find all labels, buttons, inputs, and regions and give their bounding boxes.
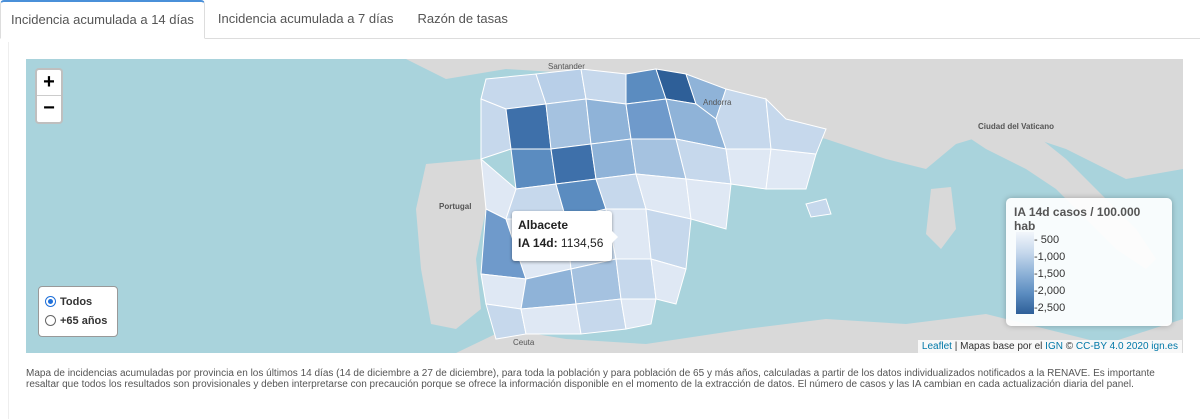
tooltip-arrow-icon <box>612 231 618 243</box>
place-andorra: Andorra <box>703 98 732 107</box>
tab-panel <box>8 42 1200 419</box>
map-legend: IA 14d casos / 100.000 hab - 500 -1,000 … <box>1006 198 1172 326</box>
land-france <box>406 59 1183 179</box>
radio-65[interactable] <box>45 315 56 326</box>
legend-tick-2500: -2,500 <box>1034 302 1066 314</box>
tooltip-value-row: IA 14d: 1134,56 <box>518 236 606 250</box>
license-link[interactable]: CC-BY 4.0 2020 ign.es <box>1075 341 1178 352</box>
filter-option-65[interactable]: +65 años <box>45 311 111 330</box>
land-portugal <box>416 159 486 329</box>
tab-incidencia-7[interactable]: Incidencia acumulada a 7 días <box>217 11 394 26</box>
tab-bar: Incidencia acumulada a 14 días Incidenci… <box>0 0 1200 39</box>
province-tooltip: Albacete IA 14d: 1134,56 <box>512 211 618 261</box>
legend-tick-1000: -1,000 <box>1034 251 1066 263</box>
choropleth-map[interactable] <box>26 59 1183 353</box>
map-attribution: Leaflet | Mapas base por el IGN © CC-BY … <box>917 340 1182 353</box>
ign-link[interactable]: IGN <box>1045 341 1063 352</box>
zoom-control: + − <box>35 68 63 124</box>
zoom-out-button[interactable]: − <box>43 97 55 119</box>
filter-label-todos: Todos <box>60 295 93 308</box>
population-filter: Todos +65 años <box>38 286 118 337</box>
attribution-text: | Mapas base por el <box>954 341 1043 352</box>
tooltip-province: Albacete <box>518 218 569 232</box>
legend-gradient <box>1016 232 1034 314</box>
tab-razon-tasas[interactable]: Razón de tasas <box>417 11 508 26</box>
filter-option-todos[interactable]: Todos <box>45 292 111 311</box>
tooltip-label: IA 14d: <box>518 236 558 250</box>
place-vaticano: Ciudad del Vaticano <box>978 122 1055 131</box>
leaflet-link[interactable]: Leaflet <box>921 341 952 352</box>
cc-icon: © <box>1065 341 1074 352</box>
tooltip-value: 1134,56 <box>560 236 604 250</box>
legend-tick-2000: -2,000 <box>1034 285 1066 297</box>
place-ceuta: Ceuta <box>513 338 535 347</box>
map-caption: Mapa de incidencias acumuladas por provi… <box>26 368 1155 390</box>
land-sardinia <box>926 187 956 249</box>
legend-tick-500: - 500 <box>1034 234 1060 246</box>
legend-title: IA 14d casos / 100.000 hab <box>1014 205 1141 233</box>
radio-todos[interactable] <box>45 296 56 307</box>
place-portugal: Portugal <box>439 202 472 211</box>
zoom-in-button[interactable]: + <box>37 70 61 96</box>
place-santander: Santander <box>548 62 585 71</box>
tab-incidencia-14[interactable]: Incidencia acumulada a 14 días <box>0 0 205 39</box>
legend-tick-1500: -1,500 <box>1034 268 1066 280</box>
map-canvas <box>406 59 1183 353</box>
filter-label-65: +65 años <box>60 314 108 327</box>
